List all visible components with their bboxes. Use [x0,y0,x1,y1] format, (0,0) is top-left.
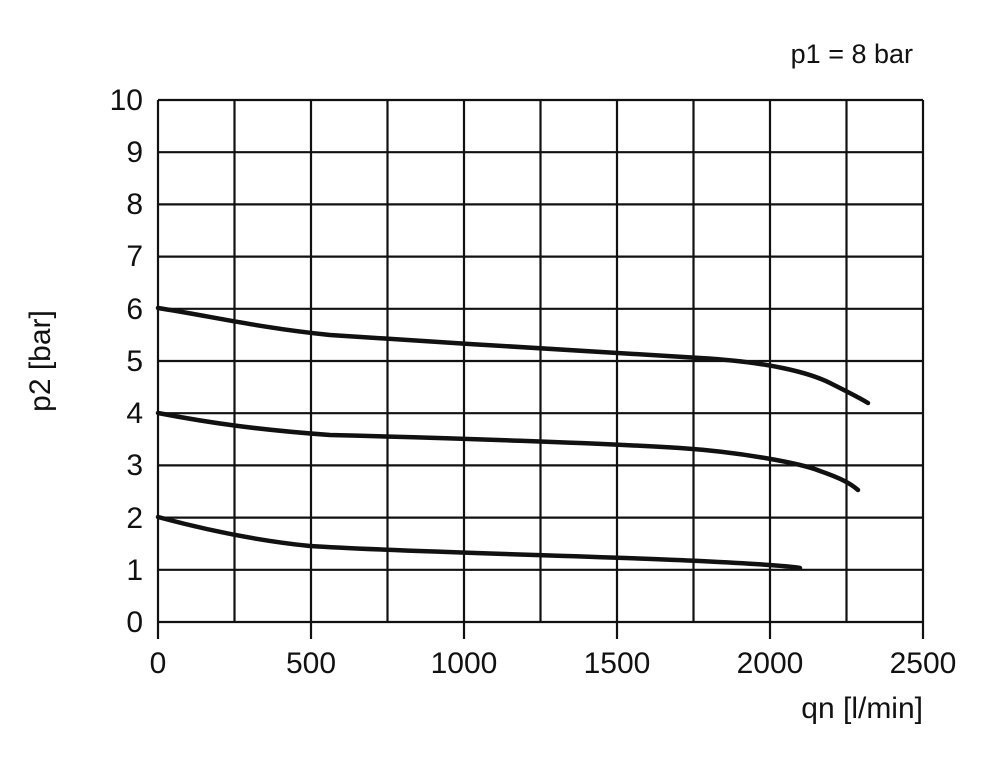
svg-text:8: 8 [126,188,143,221]
svg-text:p2 [bar]: p2 [bar] [24,310,57,412]
svg-text:500: 500 [286,647,336,680]
svg-text:5: 5 [126,345,143,378]
svg-text:6: 6 [126,293,143,326]
svg-text:p1 = 8 bar: p1 = 8 bar [791,39,913,69]
svg-text:1000: 1000 [431,647,498,680]
svg-text:2500: 2500 [890,647,957,680]
svg-text:1: 1 [126,554,143,587]
svg-text:1500: 1500 [584,647,651,680]
svg-text:9: 9 [126,136,143,169]
svg-text:10: 10 [110,84,143,117]
svg-text:0: 0 [126,606,143,639]
svg-text:4: 4 [126,397,143,430]
svg-text:2000: 2000 [737,647,804,680]
svg-text:0: 0 [150,647,167,680]
svg-text:qn [l/min]: qn [l/min] [801,692,923,725]
svg-text:2: 2 [126,502,143,535]
svg-text:3: 3 [126,449,143,482]
svg-text:7: 7 [126,240,143,273]
